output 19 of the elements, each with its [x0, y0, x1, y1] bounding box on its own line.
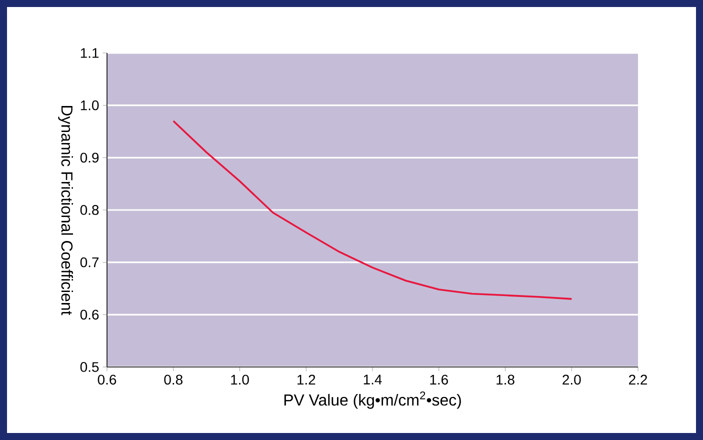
y-axis-title: Dynamic Frictional Coefficient	[58, 106, 74, 316]
y-tick-label: 0.6	[80, 310, 99, 320]
y-tick-label: 1.0	[80, 100, 99, 110]
x-tick-label: 1.6	[430, 374, 448, 385]
x-axis-title: PV Value (kg•m/cm$^{2}$•sec)	[284, 391, 461, 409]
x-tick-label: 2.0	[562, 374, 581, 385]
y-tick-label: 0.7	[80, 257, 99, 268]
x-tick-label: 0.8	[164, 374, 182, 385]
y-tick-label: 0.9	[80, 152, 99, 163]
x-tick-label: 0.6	[98, 374, 116, 385]
x-tick-label: 1.0	[231, 374, 249, 385]
y-tick-label: 1.1	[80, 48, 99, 58]
y-tick-label: 0.5	[80, 362, 99, 372]
x-tick-label: 1.2	[298, 374, 316, 384]
line-series	[172, 120, 573, 300]
y-tick-label: 0.8	[80, 205, 99, 215]
x-tick-label: 1.4	[364, 374, 382, 384]
x-tick-label: 1.8	[496, 374, 514, 385]
x-tick-label: 2.2	[629, 374, 648, 384]
